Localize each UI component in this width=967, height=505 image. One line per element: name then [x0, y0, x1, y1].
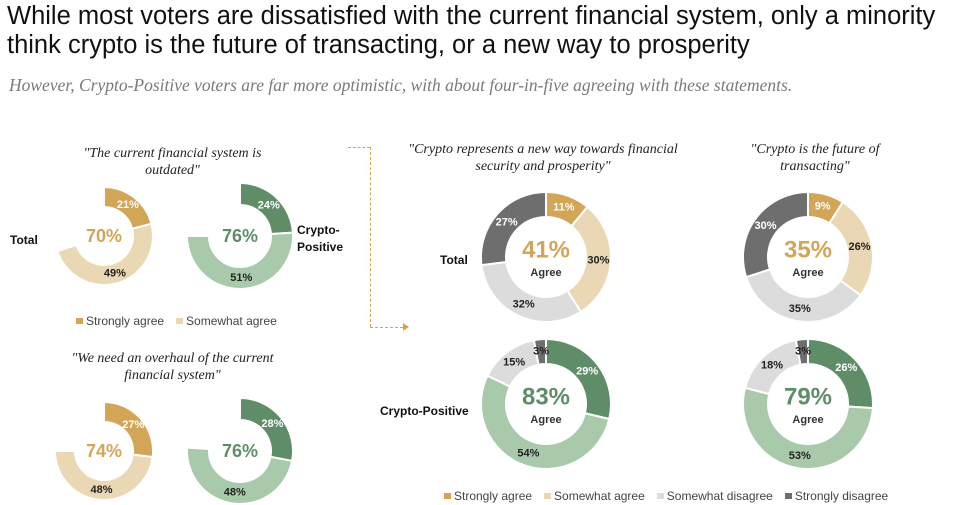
center-value-q3-total: 41% [522, 237, 570, 264]
data-label-q3-total-somewhat-agree: 30% [587, 254, 609, 266]
row-label-total-right: Total [440, 253, 468, 267]
center-value-q1-total: 70% [86, 226, 122, 246]
center-value-q4-total: 35% [784, 237, 832, 264]
data-label-q2-crypto-somewhat-agree: 48% [224, 487, 246, 499]
data-label-q4-total-somewhat-disagree: 35% [789, 303, 811, 315]
legend-item-strongly-agree: Strongly agree [444, 489, 532, 503]
data-label-q4-crypto-somewhat-agree: 53% [789, 450, 811, 462]
question-future: "Crypto is the future of transacting" [750, 142, 880, 174]
data-label-q3-total-somewhat-disagree: 32% [513, 299, 535, 311]
legend-swatch-strongly-agree [444, 493, 451, 499]
data-label-q2-total-somewhat-agree: 48% [91, 484, 113, 496]
center-value-q3-crypto: 83% [522, 384, 570, 411]
chart-subtitle: However, Crypto-Positive voters are far … [9, 75, 793, 95]
data-label-q3-crypto-somewhat-agree: 54% [517, 447, 539, 459]
data-label-q1-total-somewhat-agree: 49% [104, 267, 126, 279]
legend-label: Strongly agree [454, 489, 533, 503]
legend-label: Strongly agree [86, 314, 165, 328]
center-value-q1-crypto: 76% [222, 226, 258, 246]
donut-slice-q4-total-strongly-disagree [742, 190, 809, 279]
data-label-q3-total-strongly-agree: 11% [553, 202, 575, 214]
data-label-q1-crypto-somewhat-agree: 51% [230, 272, 252, 284]
legend-swatch-strongly-disagree [784, 493, 792, 499]
connector-bottom [370, 327, 403, 328]
row-label-crypto-positive-left: Crypto-Positive [297, 223, 344, 254]
data-label-q2-total-strongly-agree: 27% [122, 419, 144, 431]
legend-item-strongly-disagree: Strongly disagree [784, 489, 889, 503]
connector-vertical [370, 147, 371, 327]
donut-slice-q3-crypto-somewhat-agree [480, 374, 611, 470]
question-overhaul: "We need an overhaul of the current fina… [71, 351, 274, 383]
donut-slice-q1-crypto-somewhat-agree [185, 231, 294, 290]
donut-slice-q4-total-somewhat-disagree [744, 268, 862, 323]
connector-top [348, 147, 370, 148]
data-label-q4-total-strongly-agree: 9% [815, 201, 831, 213]
legend-item-somewhat-disagree: Somewhat disagree [656, 489, 773, 503]
data-label-q4-crypto-somewhat-disagree: 18% [761, 360, 783, 372]
legend-item-strongly-agree: Strongly agree [76, 314, 164, 328]
row-label-total-left: Total [10, 233, 38, 247]
chart-title: While most voters are dissatisfied with … [7, 2, 936, 59]
data-label-q4-total-somewhat-agree: 26% [849, 241, 871, 253]
center-value-q4-crypto: 79% [784, 384, 832, 411]
legend-label: Somewhat agree [186, 314, 277, 328]
center-sub-q4-total: Agree [792, 267, 823, 279]
data-label-q3-crypto-somewhat-disagree: 15% [503, 356, 525, 368]
legend-left: Strongly agree Somewhat agree [76, 314, 277, 328]
legend-swatch-somewhat-disagree [656, 493, 664, 499]
data-label-q1-total-strongly-agree: 21% [117, 199, 139, 211]
data-label-q2-crypto-strongly-agree: 28% [261, 418, 283, 430]
legend-label: Somewhat disagree [666, 489, 773, 503]
legend-swatch-somewhat-agree [176, 318, 184, 324]
legend-swatch-strongly-agree [76, 318, 83, 324]
data-label-q4-total-strongly-disagree: 30% [755, 220, 777, 232]
center-sub-q3-crypto: Agree [530, 414, 561, 426]
donut-slice-q3-crypto-strongly-disagree [532, 337, 547, 366]
data-label-q4-crypto-strongly-disagree: 3% [795, 346, 811, 358]
row-label-crypto-positive-right: Crypto-Positive [380, 404, 469, 418]
donut-slice-q4-crypto-somewhat-agree [742, 386, 874, 470]
donut-slice-q2-total-somewhat-agree [53, 450, 154, 501]
legend-item-somewhat-agree: Somewhat agree [544, 489, 645, 503]
question-new-way: "Crypto represents a new way towards fin… [408, 142, 678, 174]
center-value-q2-total: 74% [86, 441, 122, 461]
data-label-q3-crypto-strongly-agree: 29% [576, 365, 598, 377]
data-label-q3-crypto-strongly-disagree: 3% [533, 346, 549, 358]
question-outdated: "The current financial system is outdate… [83, 146, 262, 178]
data-label-q1-crypto-strongly-agree: 24% [258, 199, 280, 211]
legend-label: Strongly disagree [794, 489, 889, 503]
data-label-q3-total-strongly-disagree: 27% [496, 216, 518, 228]
center-value-q2-crypto: 76% [222, 441, 258, 461]
donut-slice-q4-crypto-strongly-disagree [794, 337, 809, 366]
center-sub-q4-crypto: Agree [792, 414, 823, 426]
legend-item-somewhat-agree: Somewhat agree [176, 314, 277, 328]
donut-slice-q2-crypto-somewhat-agree [186, 446, 294, 505]
donut-slice-q3-total-strongly-disagree [480, 190, 547, 267]
data-label-q4-crypto-strongly-agree: 26% [835, 362, 857, 374]
connector-arrow-icon [403, 323, 409, 331]
legend-swatch-somewhat-agree [544, 493, 552, 499]
legend-label: Somewhat agree [554, 489, 645, 503]
center-sub-q3-total: Agree [530, 267, 561, 279]
legend-right: Strongly agree Somewhat agree Somewhat d… [444, 489, 888, 503]
donut-slice-q1-total-somewhat-agree [56, 222, 154, 286]
